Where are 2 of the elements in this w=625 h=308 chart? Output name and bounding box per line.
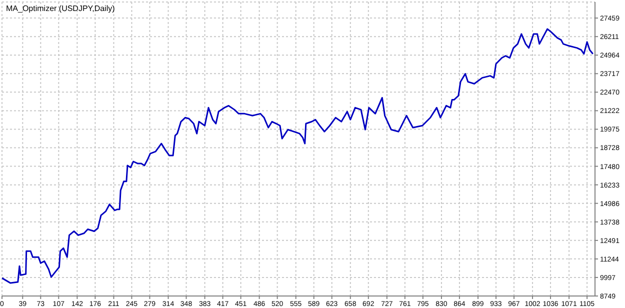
chart-title: MA_Optimizer (USDJPY,Daily) (6, 4, 115, 13)
line-series (2, 28, 594, 284)
